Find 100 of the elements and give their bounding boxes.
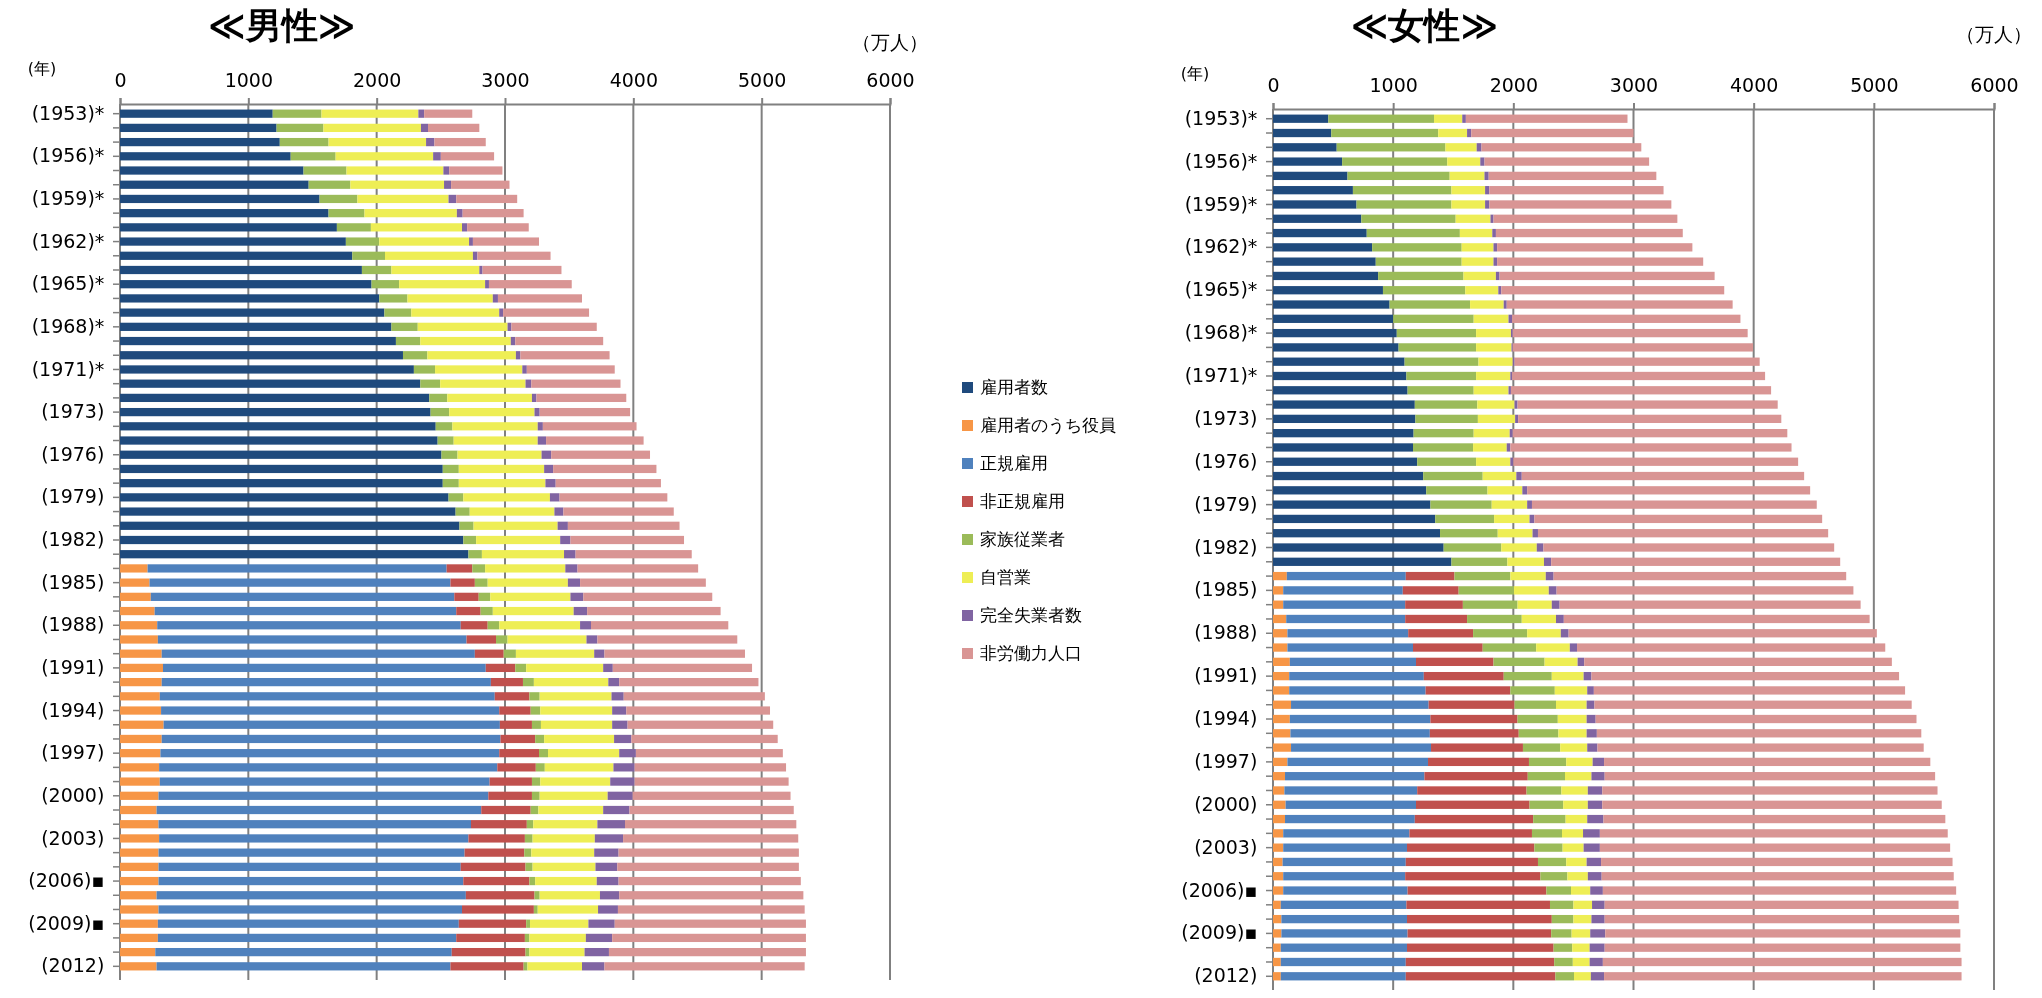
bar [1543, 543, 1835, 552]
x-tick-label: 1000 [224, 69, 274, 92]
bar [1517, 714, 1558, 724]
bar [559, 493, 668, 502]
bar [154, 606, 457, 616]
bar [449, 166, 503, 175]
bar [1283, 586, 1403, 595]
legend-label: 家族従業者 [980, 529, 1065, 549]
bar [440, 152, 495, 161]
bar [346, 166, 444, 175]
y-tick-label: (1971)* [1184, 364, 1258, 387]
bar [456, 209, 463, 218]
bar [120, 848, 159, 857]
bar [567, 578, 581, 587]
bar [120, 820, 159, 829]
y-tick-label: (1985) [41, 570, 105, 593]
bar [158, 876, 464, 886]
bar [531, 777, 541, 786]
bar [1473, 443, 1507, 452]
bar [1291, 743, 1432, 752]
bar [120, 606, 155, 616]
bar [272, 109, 322, 118]
bar [537, 436, 547, 445]
bar [540, 777, 611, 786]
bar [420, 379, 441, 388]
bar [1273, 729, 1291, 738]
bar [554, 507, 564, 516]
bar [120, 336, 396, 346]
legend-label: 正規雇用 [980, 453, 1048, 473]
bar [1289, 686, 1426, 695]
bar [524, 834, 533, 843]
bar [1574, 972, 1591, 981]
bar [1273, 914, 1282, 924]
bar [1560, 743, 1588, 752]
bar [120, 876, 159, 886]
bar [1510, 686, 1555, 695]
bar [120, 351, 403, 360]
bar [1604, 943, 1961, 952]
bar [158, 862, 461, 871]
bar [1408, 629, 1474, 638]
bar [120, 308, 385, 317]
bar [120, 706, 162, 715]
bar [448, 493, 464, 502]
bar [1534, 514, 1823, 524]
bar [1487, 486, 1523, 495]
bar [1553, 571, 1847, 581]
bar [162, 663, 486, 673]
bar [1513, 457, 1799, 466]
bar [1484, 157, 1650, 166]
bar [1594, 700, 1912, 709]
bar [323, 123, 421, 133]
bar [1273, 457, 1418, 466]
bar [526, 820, 534, 829]
bar [1497, 243, 1693, 252]
y-tick-label: (1988) [41, 613, 105, 636]
bar [161, 734, 501, 744]
bar [1536, 643, 1570, 652]
bar [1593, 686, 1906, 695]
bar [1518, 729, 1559, 738]
bar [1540, 872, 1568, 881]
bar [433, 152, 441, 161]
bar [1451, 557, 1508, 566]
y-tick-label: (1962)* [31, 229, 105, 252]
bar [469, 507, 555, 516]
bar [1273, 186, 1353, 195]
bar [1435, 514, 1495, 524]
bar [1566, 757, 1593, 767]
bar [1533, 814, 1566, 824]
bar [335, 152, 434, 161]
bar [1485, 186, 1490, 195]
bar [1497, 529, 1533, 538]
bar [279, 137, 329, 147]
bar [379, 294, 408, 303]
bar [487, 621, 500, 630]
bar [1273, 900, 1281, 909]
bar [474, 578, 488, 587]
y-tick-label: (1985) [1194, 578, 1258, 601]
bar [1285, 772, 1425, 781]
bar [526, 919, 531, 928]
bar [1273, 743, 1292, 752]
bar [1586, 729, 1597, 738]
bar [595, 862, 618, 871]
y-tick-label: (2000) [41, 783, 105, 806]
bar [1572, 943, 1590, 952]
bar [1429, 729, 1519, 738]
bar [611, 692, 624, 701]
bar [1273, 757, 1288, 767]
bar [478, 592, 491, 601]
bar [120, 905, 159, 914]
bar [618, 848, 799, 857]
bar [531, 379, 621, 388]
bar [120, 663, 163, 673]
bar [544, 734, 615, 744]
bar [1489, 186, 1664, 195]
bar [345, 237, 380, 246]
bar [157, 919, 459, 928]
bar [384, 308, 412, 317]
bar [444, 180, 452, 189]
bar [1495, 271, 1500, 281]
bar [1428, 700, 1515, 709]
